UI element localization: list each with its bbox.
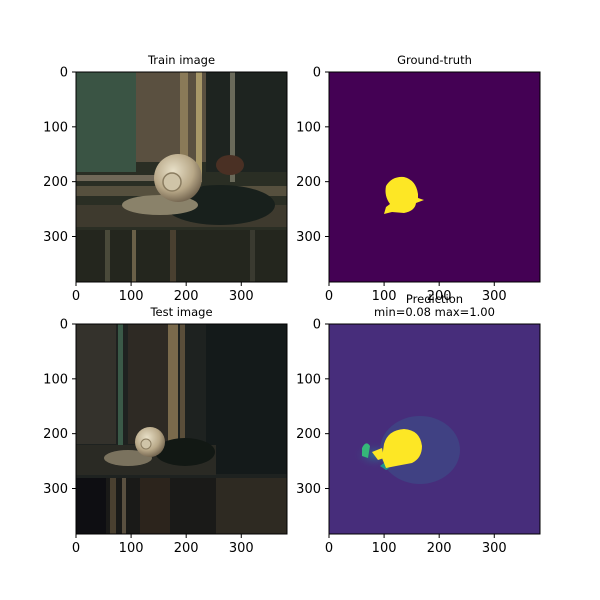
y-tick-label: 100 bbox=[296, 372, 321, 387]
y-tick-label: 100 bbox=[296, 120, 321, 135]
x-tick-label: 300 bbox=[482, 541, 507, 556]
chart-title: min=0.08 max=1.00 bbox=[374, 305, 495, 319]
y-tick-label: 200 bbox=[43, 175, 68, 190]
x-tick-label: 300 bbox=[482, 289, 507, 304]
test-image bbox=[76, 324, 287, 534]
x-tick-label: 100 bbox=[372, 289, 397, 304]
prediction-high-region bbox=[382, 429, 422, 468]
x-tick-label: 200 bbox=[427, 541, 452, 556]
chart-title: Prediction bbox=[406, 292, 463, 306]
chart-title: Test image bbox=[149, 305, 212, 319]
y-tick-label: 200 bbox=[296, 427, 321, 442]
y-tick-label: 300 bbox=[296, 482, 321, 497]
x-tick-label: 200 bbox=[174, 289, 199, 304]
y-tick-label: 0 bbox=[60, 318, 68, 333]
train-image bbox=[76, 72, 287, 282]
y-tick-label: 0 bbox=[60, 66, 68, 81]
x-tick-label: 100 bbox=[119, 289, 144, 304]
axes-frame bbox=[328, 71, 541, 283]
x-tick-label: 0 bbox=[325, 541, 333, 556]
axes-frame bbox=[75, 323, 288, 535]
axes-frame bbox=[75, 71, 288, 283]
train-image-panel bbox=[75, 71, 288, 283]
y-tick-label: 100 bbox=[43, 372, 68, 387]
y-tick-label: 300 bbox=[43, 482, 68, 497]
x-tick-label: 200 bbox=[427, 289, 452, 304]
y-tick-label: 100 bbox=[43, 120, 68, 135]
x-tick-label: 200 bbox=[174, 541, 199, 556]
x-tick-label: 300 bbox=[229, 289, 254, 304]
x-tick-label: 0 bbox=[72, 541, 80, 556]
y-tick-label: 0 bbox=[313, 318, 321, 333]
prediction-panel bbox=[328, 323, 541, 535]
x-tick-label: 100 bbox=[119, 541, 144, 556]
ground-truth-panel bbox=[328, 71, 541, 283]
ground-truth-heatmap bbox=[329, 72, 540, 282]
y-tick-label: 300 bbox=[43, 230, 68, 245]
test-image-panel bbox=[75, 323, 288, 535]
x-tick-label: 300 bbox=[229, 541, 254, 556]
chart-title: Train image bbox=[147, 53, 215, 67]
ground-truth-mask-region bbox=[384, 176, 424, 214]
y-tick-label: 300 bbox=[296, 230, 321, 245]
y-tick-label: 0 bbox=[313, 66, 321, 81]
y-tick-label: 200 bbox=[296, 175, 321, 190]
chart-title: Ground-truth bbox=[397, 53, 472, 67]
x-tick-label: 100 bbox=[372, 541, 397, 556]
x-tick-label: 0 bbox=[325, 289, 333, 304]
axes-frame bbox=[328, 323, 541, 535]
y-tick-label: 200 bbox=[43, 427, 68, 442]
x-tick-label: 0 bbox=[72, 289, 80, 304]
